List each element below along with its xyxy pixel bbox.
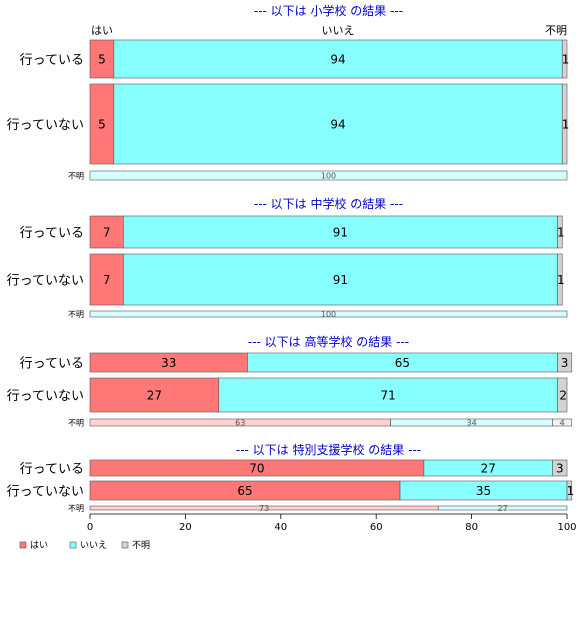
data-label-3-1-1: 35 [476,484,491,498]
row-label-3-0: 行っている [20,462,84,477]
row-label-2-0: 行っている [20,357,84,372]
data-label-1-1-0: 7 [103,273,111,287]
x-tick-label-3: 60 [370,522,383,533]
data-label-3-2-1: 27 [498,504,508,513]
data-label-2-1-1: 71 [380,389,395,403]
legend-label-2: 不明 [132,540,150,551]
column-header-0: はい [91,24,113,37]
bar-segment-2-0-2 [557,352,573,373]
data-label-0-1-2: 1 [562,118,570,132]
x-tick-label-0: 0 [87,522,93,533]
x-tick-label-2: 40 [274,522,287,533]
row-label-2-1: 行っていない [7,389,84,404]
bar-segment-1-1-2 [557,253,563,306]
row-label-1-1: 行っていない [7,274,84,289]
data-label-3-0-1: 27 [481,462,496,476]
x-tick-label-5: 100 [557,522,576,533]
bar-segment-1-0-1 [123,215,558,249]
bar-segment-2-1-0 [89,377,220,413]
bar-segment-3-2-1 [437,505,568,511]
bar-segment-2-1-2 [557,377,568,413]
bar-segment-3-0-2 [552,459,568,477]
legend-label-1: いいえ [80,540,107,551]
group-title-0: --- 以下は 小学校 の結果 --- [254,3,403,18]
column-header-1: いいえ [322,24,355,37]
row-label-3-2: 不明 [68,504,84,513]
bar-segment-2-2-2 [552,418,573,427]
data-label-0-2-1: 100 [321,172,336,181]
legend-swatch-2 [121,541,129,549]
row-label-1-2: 不明 [68,310,84,319]
row-label-0-0: 行っている [20,53,84,68]
data-label-2-0-0: 33 [161,356,176,370]
bar-segment-0-0-2 [561,39,568,79]
data-label-1-2-1: 100 [321,310,336,319]
bar-segment-3-1-2 [566,480,573,501]
data-label-2-1-2: 2 [559,389,567,403]
data-label-0-0-0: 5 [98,53,106,67]
row-label-0-1: 行っていない [7,118,84,133]
data-label-3-1-0: 65 [237,484,252,498]
data-label-2-0-2: 3 [561,356,569,370]
data-label-0-0-1: 94 [330,53,345,67]
data-label-3-1-2: 1 [567,484,575,498]
data-label-2-1-0: 27 [147,389,162,403]
data-label-2-0-1: 65 [395,356,410,370]
x-tick-label-4: 80 [465,522,478,533]
column-header-2: 不明 [545,24,567,37]
bar-segment-1-2-1 [89,310,568,318]
legend-swatch-1 [69,541,77,549]
bar-segment-0-1-1 [113,83,563,165]
data-label-0-1-0: 5 [98,118,106,132]
bar-segment-1-0-2 [557,215,563,249]
legend-label-0: はい [30,540,48,551]
legend-swatch-0 [19,541,27,549]
group-title-1: --- 以下は 中学校 の結果 --- [254,196,403,211]
data-label-1-0-1: 91 [333,226,348,240]
data-label-2-2-2: 4 [560,419,565,428]
data-label-0-0-2: 1 [562,53,570,67]
data-label-1-0-2: 1 [557,226,565,240]
bar-segment-0-2-1 [89,170,568,181]
row-label-2-2: 不明 [68,419,84,428]
bar-segment-0-0-1 [113,39,563,79]
row-label-0-2: 不明 [68,172,84,181]
data-label-1-0-0: 7 [103,226,111,240]
data-label-0-1-1: 94 [330,118,345,132]
bar-segment-0-1-2 [561,83,568,165]
bar-segment-2-1-1 [218,377,558,413]
row-label-3-1: 行っていない [7,485,84,500]
x-tick-label-1: 20 [179,522,192,533]
data-label-3-0-2: 3 [556,462,564,476]
group-title-2: --- 以下は 高等学校 の結果 --- [248,334,409,349]
row-label-1-0: 行っている [20,226,84,241]
data-label-1-1-2: 1 [557,273,565,287]
data-label-3-0-0: 70 [249,462,264,476]
data-label-1-1-1: 91 [333,273,348,287]
data-label-3-2-0: 73 [259,504,269,513]
data-label-2-2-1: 34 [467,419,477,428]
data-label-2-2-0: 63 [235,419,245,428]
group-title-3: --- 以下は 特別支援学校 の結果 --- [236,442,421,457]
